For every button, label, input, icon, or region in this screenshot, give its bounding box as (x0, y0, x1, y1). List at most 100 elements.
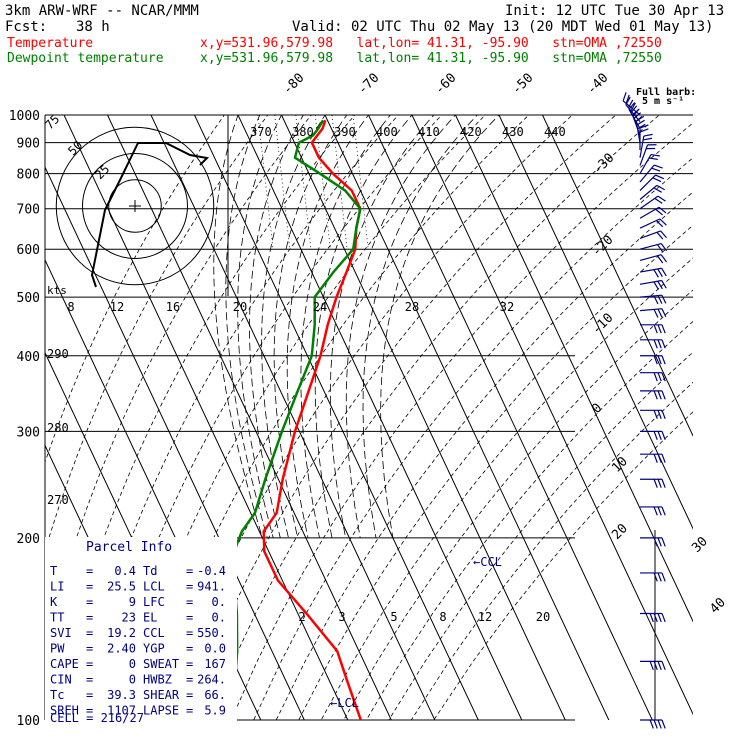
temperature-legend: Temperature (7, 36, 94, 51)
dry-adiabat (45, 115, 225, 464)
wind-barb-flag (643, 137, 653, 141)
dry-adiabat (410, 381, 693, 720)
parcel-row-value: 264. (197, 673, 226, 687)
wind-barb-flag (661, 506, 666, 516)
parcel-row-eq: = (86, 595, 93, 609)
wind-barb (639, 144, 657, 166)
pressure-label: 200 (17, 532, 40, 547)
wind-barb (639, 206, 667, 219)
pressure-label: 800 (17, 168, 40, 183)
dry-adiabat (95, 115, 443, 720)
isotherm-line (0, 102, 6, 733)
moist-adiabat (329, 115, 435, 538)
moist-adiabat (314, 115, 413, 538)
moist-adiabat (273, 115, 348, 538)
parcel-row-label: LI (50, 580, 64, 594)
isotherm-line (454, 115, 693, 623)
temperature-profile (262, 119, 362, 720)
dry-adiabat (118, 115, 486, 720)
wind-barb-flag (656, 244, 664, 253)
parcel-row-eq: = (86, 688, 93, 702)
wind-barb (640, 409, 666, 419)
wind-barb-flag (643, 133, 653, 137)
wind-barb-flag (661, 390, 666, 400)
barb-legend-line1: Full barb: (636, 87, 696, 98)
mixing-ratio-line (314, 115, 331, 250)
wind-barb (622, 92, 641, 116)
wind-barb-flag (657, 324, 662, 334)
parcel-row-value: 9 (129, 595, 136, 609)
parcel-row-label: YGP (143, 642, 165, 656)
dry-adiabat (298, 224, 693, 720)
parcel-row-label: K (50, 595, 58, 609)
theta-e-label: 420 (460, 125, 482, 139)
parcel-row-value: 1107 (107, 704, 136, 718)
parcel-row-eq: = (186, 688, 193, 702)
wind-barb (639, 124, 649, 151)
isotherm-line (541, 115, 693, 438)
wind-barb (640, 372, 666, 382)
parcel-row-value: 19.2 (107, 626, 136, 640)
dry-adiabat (320, 257, 693, 720)
isotherm-label: 0 (589, 401, 605, 417)
mixing-ratio-label: 3 (338, 610, 345, 624)
hodograph-ring (82, 153, 188, 259)
isotherm-line (45, 166, 305, 720)
mixing-ratio-label: 2 (298, 610, 305, 624)
wind-barb-flag (657, 506, 662, 516)
wind-barb (639, 279, 667, 290)
wind-barb-flag (661, 719, 666, 729)
parcel-row-label: SWEAT (143, 657, 179, 671)
wind-barb-flag (657, 308, 663, 318)
isotherm-line (324, 115, 610, 720)
parcel-row-label: SREH (50, 704, 79, 718)
wind-barb (639, 254, 667, 264)
mixing-ratio-label: 5 (390, 610, 397, 624)
theta-e-label: 430 (502, 125, 524, 139)
wind-barb-flag (661, 572, 666, 582)
mixing-ratio-line (274, 115, 291, 250)
mixing-ratio-label: 20 (536, 610, 550, 624)
wind-barb-flag (653, 661, 658, 670)
wind-barb (640, 537, 666, 547)
parcel-row-eq: = (86, 564, 93, 578)
theta-label: 280 (47, 421, 69, 435)
moist-adiabat (300, 115, 391, 538)
mixing-ratio-line (295, 115, 312, 250)
wind-barb-staff (639, 230, 661, 240)
dry-adiabat (433, 411, 693, 720)
hodograph-trace (90, 142, 210, 288)
wind-barb-flag (653, 164, 663, 169)
wind-barb (639, 164, 663, 183)
dry-adiabat (45, 115, 269, 553)
wind-barb-flag (653, 269, 659, 278)
wind-barb-flag (657, 453, 662, 463)
wind-barb-flag (657, 661, 662, 670)
parcel-row-value: 0.4 (114, 564, 136, 578)
hodograph-ring (55, 126, 215, 286)
wind-barb-flag (653, 719, 658, 729)
isotherm-line (411, 115, 693, 716)
mixing-ratio-label: 12 (478, 610, 492, 624)
parcel-row-label: SHEAR (143, 688, 180, 702)
isotherm-label: 10 (609, 454, 631, 476)
wind-barb-flag (657, 280, 663, 290)
parcel-row-eq: = (86, 611, 93, 625)
parcel-row-value: 5.9 (204, 704, 226, 718)
parcel-row-eq: = (186, 704, 193, 718)
wind-barb-flag (657, 613, 662, 623)
wind-barb-flag (661, 308, 667, 318)
parcel-row-label: CIN (50, 673, 72, 687)
wind-barb-flag (653, 431, 658, 440)
theta-label: 270 (47, 493, 69, 507)
wind-barb (640, 453, 666, 463)
moist-adiabat (249, 115, 304, 538)
parcel-row-label: LFC (143, 595, 165, 609)
wind-barb-flag (661, 267, 667, 277)
wind-barb-flag (627, 99, 634, 109)
wind-barb-flag (653, 537, 658, 547)
wind-barb (639, 294, 667, 305)
dry-adiabat (73, 115, 399, 720)
wind-barb-flag (635, 115, 645, 122)
parcel-row-value: -0.4 (197, 564, 226, 578)
